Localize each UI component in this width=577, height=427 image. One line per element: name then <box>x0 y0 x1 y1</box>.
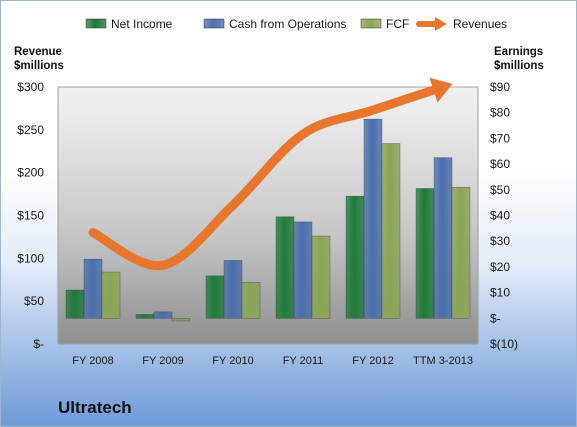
left-axis-tick-label: $50 <box>24 294 44 308</box>
bar-fcf <box>451 186 471 319</box>
category-label: FY 2011 <box>283 355 324 367</box>
right-axis-tick-label: $80 <box>490 106 510 120</box>
category-label: FY 2009 <box>142 355 183 367</box>
legend-label: Cash from Operations <box>229 17 346 31</box>
category-label: FY 2010 <box>212 355 253 367</box>
bar-fcf <box>171 317 191 322</box>
category-label: FY 2008 <box>72 355 113 367</box>
legend-swatch-revenues-arrow <box>435 17 447 31</box>
bar-cash-from-operations <box>223 260 243 319</box>
left-axis-tick-label: $150 <box>17 209 44 223</box>
bar-cash-from-operations <box>363 118 383 319</box>
left-axis-tick-label: $250 <box>17 123 44 137</box>
right-axis-tick-label: $40 <box>490 209 510 223</box>
category-label: TTM 3-2013 <box>413 355 473 367</box>
right-axis-title-line-2: $millions <box>494 60 544 72</box>
bar-net-income <box>345 195 365 319</box>
left-axis-title-line-1: Revenue <box>14 46 62 58</box>
left-axis-tick-label: $200 <box>17 166 44 180</box>
bar-net-income <box>205 275 225 319</box>
right-axis-tick-label: $- <box>490 311 501 325</box>
legend-label: Revenues <box>453 17 507 31</box>
bar-cash-from-operations <box>83 258 103 319</box>
right-axis-title-line-1: Earnings <box>494 46 544 58</box>
right-axis-tick-label: $60 <box>490 157 510 171</box>
bar-fcf <box>101 271 121 319</box>
bar-net-income <box>275 216 295 319</box>
bar-fcf <box>381 143 401 319</box>
right-axis-tick-label: $(10) <box>490 337 518 351</box>
right-axis-tick-label: $20 <box>490 260 510 274</box>
right-axis-tick-label: $70 <box>490 131 510 145</box>
category-label: FY 2012 <box>352 355 393 367</box>
legend-label: FCF <box>386 17 409 31</box>
right-axis-tick-label: $90 <box>490 80 510 94</box>
bar-net-income <box>65 289 85 319</box>
legend-label: Net Income <box>111 17 173 31</box>
company-name: Ultratech <box>58 398 132 417</box>
left-axis-title: Revenue $millions <box>14 45 64 73</box>
revenues-arrow-head <box>429 77 453 103</box>
right-axis-title: Earnings $millions <box>494 45 544 73</box>
bar-net-income <box>415 188 435 319</box>
bar-cash-from-operations <box>153 311 173 319</box>
bar-cash-from-operations <box>433 157 453 319</box>
bar-cash-from-operations <box>293 221 313 319</box>
legend-swatch-cash-from-operations <box>203 18 225 29</box>
right-axis-tick-label: $30 <box>490 234 510 248</box>
legend-swatch-fcf <box>360 18 382 29</box>
bar-fcf <box>311 235 331 319</box>
revenues-line <box>88 82 448 271</box>
left-axis-title-line-2: $millions <box>14 60 64 72</box>
left-axis-tick-label: $100 <box>17 251 44 265</box>
bar-fcf <box>241 282 261 319</box>
bar-net-income <box>135 314 155 319</box>
right-axis-tick-label: $50 <box>490 183 510 197</box>
plot-area <box>57 86 479 345</box>
legend-swatch-net-income <box>85 18 107 29</box>
left-axis-tick-label: $- <box>33 337 44 351</box>
right-axis-tick-label: $10 <box>490 286 510 300</box>
left-axis-tick-label: $300 <box>17 80 44 94</box>
